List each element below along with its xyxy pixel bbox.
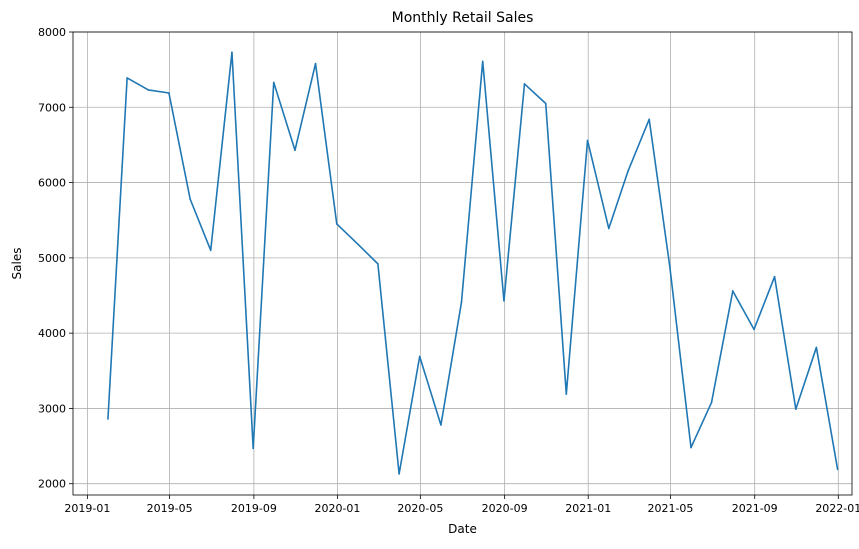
x-tick-label: 2019-01	[64, 502, 110, 515]
data-point	[481, 60, 484, 63]
y-tick-label: 2000	[38, 478, 66, 491]
data-point	[668, 265, 671, 267]
x-tick-label: 2021-01	[565, 502, 611, 515]
data-point	[627, 170, 629, 173]
data-point	[335, 223, 338, 225]
data-point	[189, 198, 191, 200]
y-tick-label: 7000	[38, 101, 66, 114]
x-tick-label: 2019-05	[147, 502, 193, 515]
data-point	[503, 299, 505, 302]
y-axis: 2000 3000 4000 5000 6000 7000 8000	[38, 26, 73, 491]
data-point	[252, 447, 254, 450]
data-point	[731, 290, 734, 292]
data-point	[314, 62, 317, 65]
x-tick-label: 2020-05	[397, 502, 443, 515]
y-tick-label: 4000	[38, 327, 66, 340]
y-tick-label: 3000	[38, 402, 66, 415]
x-tick-label: 2020-09	[482, 502, 528, 515]
data-point	[272, 81, 275, 84]
x-tick-label: 2019-09	[231, 502, 277, 515]
sales-series-line	[107, 51, 839, 475]
data-point	[377, 263, 379, 265]
y-tick-label: 5000	[38, 252, 66, 265]
data-point	[815, 346, 818, 349]
data-point	[231, 51, 233, 54]
data-point	[544, 102, 547, 105]
data-point	[209, 249, 212, 252]
data-point	[690, 446, 692, 449]
data-point	[418, 355, 421, 358]
data-point	[126, 77, 128, 79]
data-point	[440, 424, 442, 426]
y-tick-label: 6000	[38, 177, 66, 190]
x-axis: 2019-01 2019-05 2019-09 2020-01 2020-05 2020-…	[64, 495, 859, 515]
data-point	[357, 243, 359, 246]
data-point	[607, 227, 610, 230]
data-point	[460, 301, 463, 304]
data-point	[565, 393, 568, 395]
data-point	[648, 118, 650, 121]
x-tick-label: 2020-01	[314, 502, 360, 515]
x-axis-label: Date	[448, 522, 477, 536]
data-point	[107, 418, 109, 420]
plot-frame	[72, 31, 853, 496]
data-point	[710, 401, 713, 404]
y-tick-label: 8000	[38, 26, 66, 39]
x-tick-label: 2021-09	[732, 502, 778, 515]
data-point	[523, 83, 526, 85]
data-point	[753, 328, 755, 331]
x-tick-label: 2022-01	[815, 502, 859, 515]
data-point	[168, 92, 170, 94]
x-tick-label: 2021-05	[647, 502, 693, 515]
data-point	[773, 275, 776, 278]
data-point	[795, 408, 797, 410]
y-axis-label: Sales	[10, 248, 24, 280]
data-point	[147, 89, 150, 91]
data-point	[294, 149, 296, 151]
data-points	[107, 51, 839, 475]
grid	[73, 31, 852, 495]
data-point	[398, 473, 400, 475]
chart-title: Monthly Retail Sales	[392, 10, 534, 26]
data-point	[586, 139, 589, 142]
data-point	[836, 468, 839, 471]
